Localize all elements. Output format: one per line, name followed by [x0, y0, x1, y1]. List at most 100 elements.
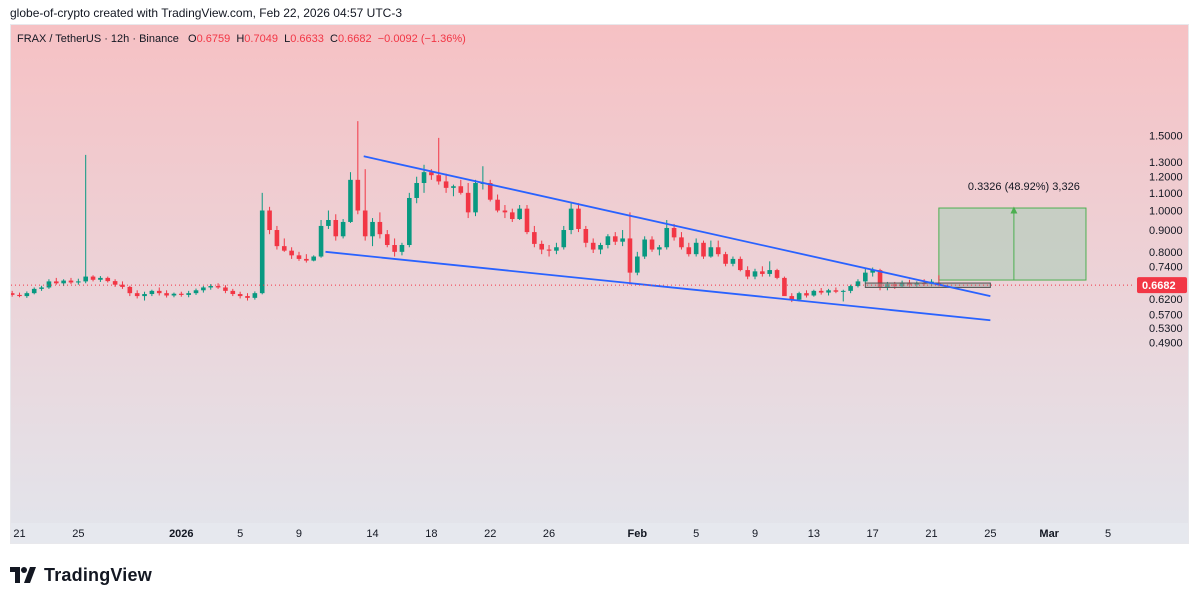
price-axis[interactable]: 1.5000 1.3000 1.2000 1.1000 1.0000 0.9000 0.80…	[1133, 25, 1189, 544]
time-tick-label: 22	[484, 528, 496, 540]
time-tick-label: 18	[425, 528, 437, 540]
tradingview-logo[interactable]: TradingView	[10, 563, 152, 587]
candle-body	[61, 280, 66, 284]
price-tick-label: 0.7400	[1149, 261, 1183, 273]
candle-body	[384, 234, 390, 246]
chart-credit: globe-of-crypto created with TradingView…	[10, 6, 402, 20]
candle-body	[46, 281, 52, 288]
candle-body	[451, 186, 456, 188]
candle-body	[546, 249, 552, 251]
candle-body	[245, 296, 250, 298]
candle-body	[539, 243, 545, 250]
candle-body	[693, 242, 699, 255]
last-price-label: 0.6682	[1142, 280, 1176, 292]
candle-body	[215, 286, 221, 288]
candle-body	[112, 281, 118, 285]
tradingview-logo-text: TradingView	[44, 564, 152, 585]
chart-background	[11, 25, 1188, 543]
candle-body	[429, 172, 434, 176]
candle-body	[840, 290, 846, 292]
price-chart[interactable]: 0.3326 (48.92%) 3,326 1.5000 1.3000 1.2000…	[11, 25, 1189, 544]
time-tick-label: 26	[543, 528, 555, 540]
candle-body	[127, 286, 133, 294]
candle-body	[39, 287, 44, 289]
candle-body	[833, 290, 839, 292]
candle-body	[90, 276, 96, 280]
price-tick-label: 1.0000	[1149, 206, 1183, 218]
candle-body	[465, 192, 471, 213]
candle-body	[392, 245, 397, 252]
price-tick-label: 0.5300	[1149, 323, 1183, 335]
candle-body	[789, 296, 795, 300]
candle-body	[377, 221, 383, 235]
time-tick-label: 9	[752, 528, 758, 540]
candle-body	[870, 270, 875, 273]
candle-body	[495, 199, 500, 211]
candle-body	[671, 227, 677, 238]
candle-body	[767, 270, 773, 274]
candle-body	[782, 277, 787, 297]
candle-body	[774, 270, 780, 278]
symbol-label[interactable]: FRAX / TetherUS · 12h · Binance	[17, 33, 179, 45]
candle-body	[855, 281, 861, 287]
time-tick-label: 25	[72, 528, 84, 540]
candle-body	[517, 208, 522, 220]
candle-body	[134, 293, 140, 297]
candle-body	[149, 290, 155, 295]
candle-body	[333, 220, 339, 237]
candle-body	[274, 230, 280, 247]
price-tick-label: 0.4900	[1149, 338, 1183, 350]
candle-body	[804, 293, 809, 296]
price-tick-label: 1.2000	[1149, 172, 1183, 184]
time-tick-label: 5	[693, 528, 699, 540]
candle-body	[252, 293, 258, 298]
candle-body	[171, 293, 177, 296]
time-tick-label: 21	[13, 528, 25, 540]
time-axis-bg	[11, 523, 1188, 543]
candle-body	[156, 290, 162, 294]
price-tick-label: 0.6200	[1149, 294, 1183, 306]
close-value: 0.6682	[337, 33, 372, 45]
high-value: 0.7049	[244, 33, 278, 45]
candle-body	[98, 277, 103, 280]
time-tick-label: Feb	[628, 528, 648, 540]
candle-body	[473, 183, 478, 213]
wedge-lower-line	[325, 250, 991, 322]
candle-body	[105, 277, 111, 282]
last-price-badge	[1137, 277, 1187, 294]
falling-wedge[interactable]	[325, 155, 991, 322]
time-tick-label: 14	[366, 528, 378, 540]
time-tick-label: 21	[925, 528, 937, 540]
chart-legend: FRAX / TetherUS · 12h · Binance O0.6759 …	[17, 33, 466, 45]
chart-area[interactable]: 0.3326 (48.92%) 3,326 1.5000 1.3000 1.2000…	[10, 24, 1189, 544]
candle-body	[509, 212, 515, 220]
candle-body	[142, 294, 147, 297]
candle-body	[664, 227, 670, 248]
wedge-upper-line	[363, 155, 991, 297]
candle-body	[443, 181, 449, 188]
candle-body	[826, 290, 831, 293]
open-label: O	[188, 33, 197, 45]
price-tick-label: 1.5000	[1149, 130, 1183, 142]
target-projection[interactable]: 0.3326 (48.92%) 3,326	[938, 181, 1087, 281]
candle-body	[627, 238, 633, 273]
candle-body	[612, 236, 618, 242]
candle-body	[576, 208, 581, 229]
candle-body	[487, 183, 493, 200]
candle-body	[186, 293, 191, 295]
candle-body	[723, 254, 728, 264]
candle-body	[53, 281, 59, 284]
candle-body	[83, 276, 88, 282]
candle-body	[598, 245, 603, 250]
candle-body	[649, 239, 655, 250]
price-tick-label: 1.1000	[1149, 188, 1183, 200]
time-axis[interactable]: 21 25 2026 5 9 14 18 22 26 Feb 5 9 13 17 21 25 Mar 5	[11, 523, 1189, 544]
candle-body	[17, 294, 22, 297]
candle-body	[120, 284, 125, 287]
candle-body	[715, 247, 721, 255]
candle-body	[635, 256, 640, 273]
low-label: L	[284, 33, 291, 45]
change-value: −0.0092 (−1.36%)	[377, 33, 466, 45]
measure-label: 0.3326 (48.92%) 3,326	[968, 181, 1080, 193]
candle-body	[686, 247, 692, 255]
